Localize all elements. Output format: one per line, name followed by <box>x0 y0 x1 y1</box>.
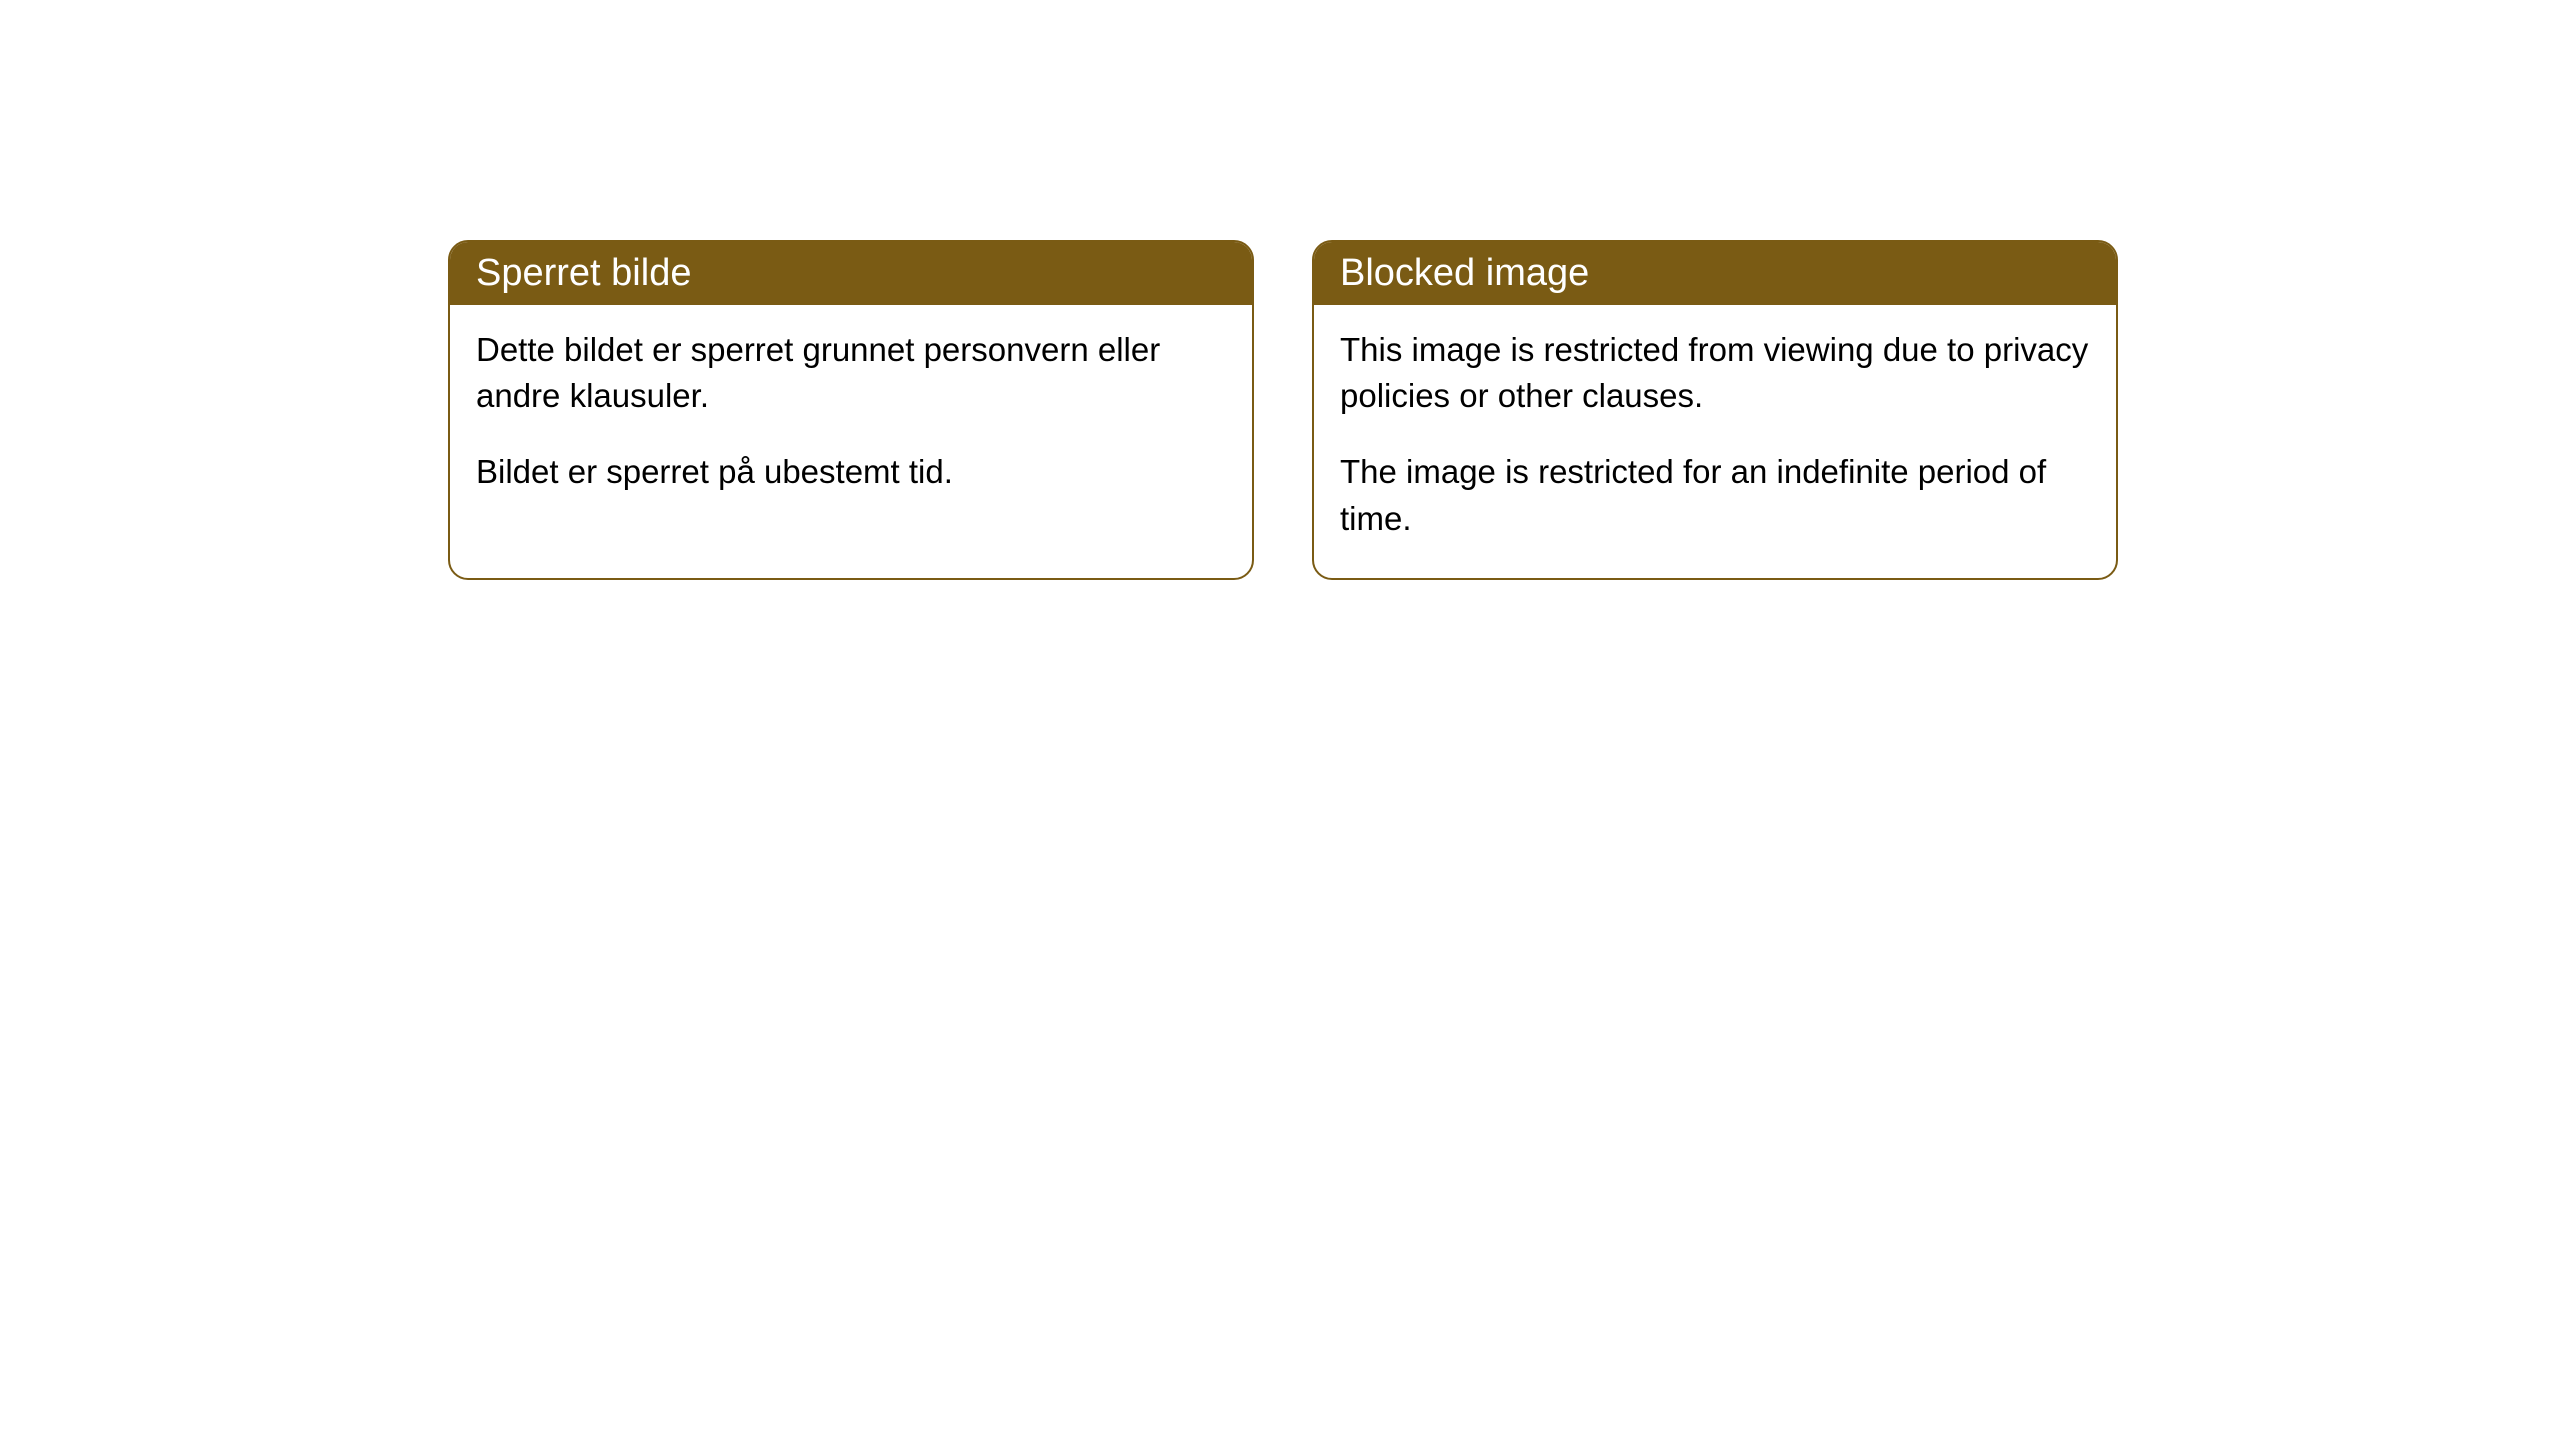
card-header-english: Blocked image <box>1314 242 2116 305</box>
blocked-image-card-english: Blocked image This image is restricted f… <box>1312 240 2118 580</box>
notice-text-line2-no: Bildet er sperret på ubestemt tid. <box>476 449 1226 495</box>
notice-text-line1-no: Dette bildet er sperret grunnet personve… <box>476 327 1226 419</box>
card-body-norwegian: Dette bildet er sperret grunnet personve… <box>450 305 1252 532</box>
blocked-image-card-norwegian: Sperret bilde Dette bildet er sperret gr… <box>448 240 1254 580</box>
notice-cards-container: Sperret bilde Dette bildet er sperret gr… <box>448 240 2118 580</box>
card-body-english: This image is restricted from viewing du… <box>1314 305 2116 578</box>
card-header-norwegian: Sperret bilde <box>450 242 1252 305</box>
notice-text-line1-en: This image is restricted from viewing du… <box>1340 327 2090 419</box>
notice-text-line2-en: The image is restricted for an indefinit… <box>1340 449 2090 541</box>
